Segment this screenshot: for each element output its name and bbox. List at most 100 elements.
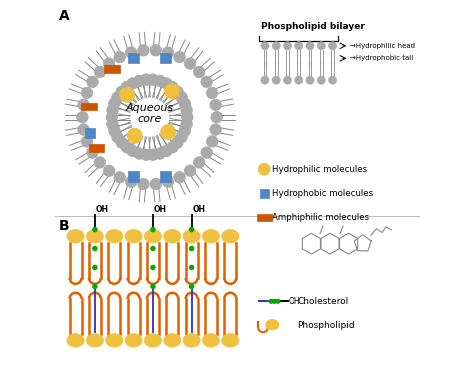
Circle shape: [179, 98, 191, 109]
Bar: [128, 53, 139, 63]
Ellipse shape: [106, 334, 123, 347]
Circle shape: [190, 284, 194, 289]
Circle shape: [206, 87, 218, 99]
Circle shape: [190, 246, 194, 251]
Circle shape: [93, 266, 97, 269]
Circle shape: [81, 136, 93, 147]
Circle shape: [127, 145, 138, 157]
Circle shape: [154, 148, 166, 159]
Circle shape: [172, 137, 183, 148]
Text: Phospholipid: Phospholipid: [297, 321, 355, 330]
Circle shape: [127, 78, 138, 89]
Circle shape: [162, 176, 174, 187]
Circle shape: [184, 58, 196, 69]
Circle shape: [112, 92, 123, 103]
Bar: [104, 65, 119, 73]
Ellipse shape: [164, 334, 181, 347]
Circle shape: [283, 76, 292, 84]
Circle shape: [276, 299, 280, 303]
Text: →Hydrophobic tail: →Hydrophobic tail: [350, 55, 413, 61]
Circle shape: [181, 118, 192, 130]
Text: Hydrophobic molecules: Hydrophobic molecules: [273, 189, 374, 198]
Text: B: B: [58, 219, 69, 234]
Circle shape: [190, 227, 194, 231]
Circle shape: [109, 98, 120, 109]
Ellipse shape: [202, 334, 219, 347]
Circle shape: [147, 149, 159, 161]
Circle shape: [181, 105, 192, 116]
Circle shape: [151, 227, 155, 231]
Circle shape: [116, 137, 128, 148]
Circle shape: [87, 147, 98, 158]
Circle shape: [134, 148, 145, 159]
Text: OH: OH: [289, 297, 301, 306]
Ellipse shape: [86, 334, 103, 347]
Circle shape: [103, 58, 115, 69]
Circle shape: [161, 145, 172, 157]
Circle shape: [179, 125, 191, 137]
Circle shape: [272, 42, 280, 50]
Text: Phospholipid bilayer: Phospholipid bilayer: [261, 22, 365, 31]
Bar: [260, 189, 269, 198]
Circle shape: [109, 125, 120, 137]
Circle shape: [137, 178, 149, 190]
Circle shape: [164, 84, 179, 99]
Circle shape: [147, 74, 159, 85]
Circle shape: [78, 99, 89, 110]
Circle shape: [154, 75, 166, 87]
Circle shape: [295, 42, 303, 50]
Circle shape: [161, 78, 172, 89]
Ellipse shape: [222, 230, 239, 243]
Circle shape: [94, 157, 106, 168]
Circle shape: [176, 92, 187, 103]
Circle shape: [150, 178, 162, 190]
Ellipse shape: [67, 334, 84, 347]
Circle shape: [261, 42, 269, 50]
Ellipse shape: [183, 230, 200, 243]
Circle shape: [190, 266, 194, 269]
Ellipse shape: [67, 230, 84, 243]
Circle shape: [210, 124, 221, 135]
Circle shape: [87, 76, 98, 87]
Circle shape: [81, 87, 93, 99]
Circle shape: [166, 81, 178, 93]
Text: OH: OH: [193, 205, 206, 214]
Ellipse shape: [145, 230, 162, 243]
Bar: [160, 171, 171, 182]
Circle shape: [121, 81, 133, 93]
Circle shape: [103, 165, 115, 177]
Circle shape: [272, 76, 280, 84]
Circle shape: [166, 141, 178, 153]
Circle shape: [161, 125, 176, 140]
Text: OH: OH: [154, 205, 167, 214]
Circle shape: [137, 45, 149, 56]
Circle shape: [93, 284, 97, 289]
Circle shape: [121, 141, 133, 153]
Circle shape: [306, 76, 314, 84]
Circle shape: [114, 171, 126, 183]
Circle shape: [206, 136, 218, 147]
Circle shape: [77, 111, 88, 123]
Circle shape: [328, 42, 337, 50]
Circle shape: [201, 147, 212, 158]
Circle shape: [261, 76, 269, 84]
Circle shape: [107, 118, 118, 130]
Circle shape: [134, 75, 145, 87]
Bar: [89, 144, 104, 152]
Circle shape: [182, 111, 193, 123]
Circle shape: [176, 131, 187, 143]
Ellipse shape: [86, 230, 103, 243]
Circle shape: [193, 157, 205, 168]
Circle shape: [174, 171, 185, 183]
Bar: [257, 214, 272, 221]
Circle shape: [184, 165, 196, 177]
Circle shape: [174, 51, 185, 63]
Circle shape: [151, 284, 155, 289]
Bar: [160, 53, 171, 63]
Circle shape: [273, 299, 276, 303]
Circle shape: [106, 111, 118, 123]
Ellipse shape: [222, 334, 239, 347]
Circle shape: [127, 128, 142, 143]
Ellipse shape: [106, 230, 123, 243]
Ellipse shape: [265, 320, 279, 330]
